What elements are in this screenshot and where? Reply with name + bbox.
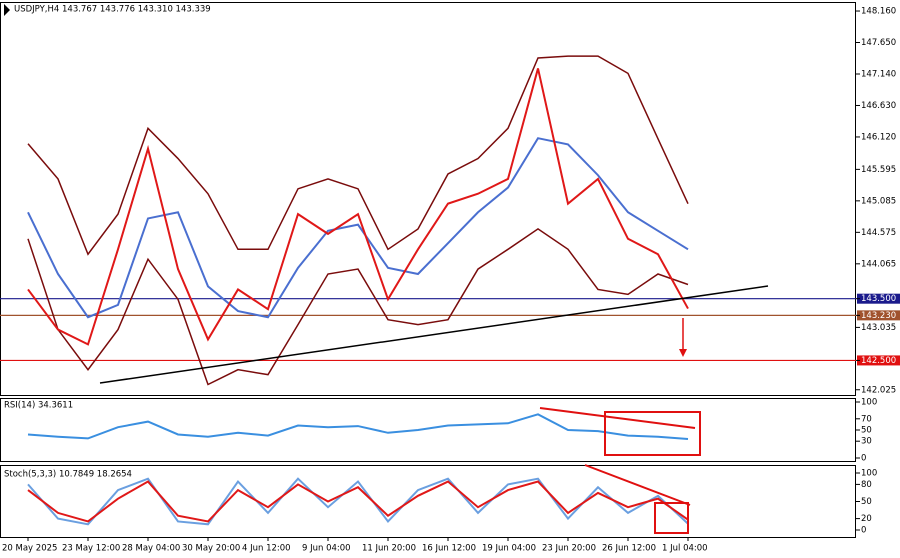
series-line <box>27 137 689 319</box>
x-tick-label: 23 May 12:00 <box>62 544 120 554</box>
y-tick-label: 147.140 <box>861 69 896 79</box>
series-line <box>27 413 689 440</box>
y-tick-label: 80 <box>861 480 872 490</box>
plot-layer: 148.160 147.650 147.140 146.630 146.120 145.5… <box>0 7 900 554</box>
x-tick-label: 28 May 04:00 <box>122 544 180 554</box>
arrow-head <box>679 349 687 357</box>
symbol-marker <box>4 4 10 16</box>
y-tick-label: 146.120 <box>861 132 896 142</box>
level-label-bg <box>857 310 900 321</box>
y-tick-label: 142.025 <box>861 385 896 395</box>
stoch-divergence <box>584 464 691 506</box>
y-tick-label: 100 <box>861 398 877 408</box>
x-tick-label: 23 Jun 20:00 <box>542 544 596 554</box>
stoch-panel <box>0 465 856 538</box>
trend-line <box>99 285 769 384</box>
y-tick-label: 146.630 <box>861 101 896 111</box>
y-tick-label: 20 <box>861 514 872 524</box>
stoch-box <box>654 502 689 534</box>
y-tick-label: 145.595 <box>861 165 896 175</box>
chart-title: USDJPY,H4 143.767 143.776 143.310 143.33… <box>14 5 211 15</box>
y-tick-label: 143.035 <box>861 323 896 333</box>
series-line <box>27 55 689 256</box>
x-tick-label: 9 Jun 04:00 <box>302 544 351 554</box>
y-tick-label: 147.650 <box>861 38 896 48</box>
x-tick-label: 20 May 2025 <box>2 544 57 554</box>
y-tick-label: 50 <box>861 497 872 507</box>
x-tick-label: 26 Jun 12:00 <box>602 544 656 554</box>
level-label-bg <box>857 293 900 304</box>
x-tick-label: 16 Jun 12:00 <box>422 544 476 554</box>
y-tick-label: 144.575 <box>861 228 896 238</box>
stoch-title: Stoch(5,3,3) 10.7849 18.2654 <box>4 470 132 480</box>
rsi-panel <box>0 398 856 462</box>
y-tick-label: 0 <box>861 454 866 464</box>
y-tick-label: 145.085 <box>861 196 896 206</box>
y-tick-label: 144.065 <box>861 259 896 269</box>
x-tick-label: 19 Jun 04:00 <box>482 544 536 554</box>
x-tick-label: 11 Jun 20:00 <box>362 544 416 554</box>
y-tick-label: 143.500 <box>861 294 896 304</box>
series-line <box>27 228 689 386</box>
series-line <box>27 480 689 523</box>
main-panel <box>0 2 856 396</box>
x-tick-label: 30 May 20:00 <box>182 544 240 554</box>
y-tick-label: 100 <box>861 469 877 479</box>
rsi-box <box>604 411 701 456</box>
y-tick-label: 70 <box>861 414 872 424</box>
y-tick-label: 50 <box>861 426 872 436</box>
y-tick-label: 142.500 <box>861 356 896 366</box>
y-tick-label: 143.230 <box>861 311 896 321</box>
y-tick-label: 0 <box>861 526 866 536</box>
rsi-divergence <box>539 407 696 429</box>
x-tick-label: 1 Jul 04:00 <box>662 544 708 554</box>
x-tick-label: 4 Jun 12:00 <box>242 544 291 554</box>
series-line <box>27 477 689 526</box>
rsi-title: RSI(14) 34.3611 <box>4 401 73 411</box>
y-tick-label: 148.160 <box>861 7 896 17</box>
level-label-bg <box>857 355 900 366</box>
series-line <box>27 68 689 346</box>
y-tick-label: 30 <box>861 437 872 447</box>
